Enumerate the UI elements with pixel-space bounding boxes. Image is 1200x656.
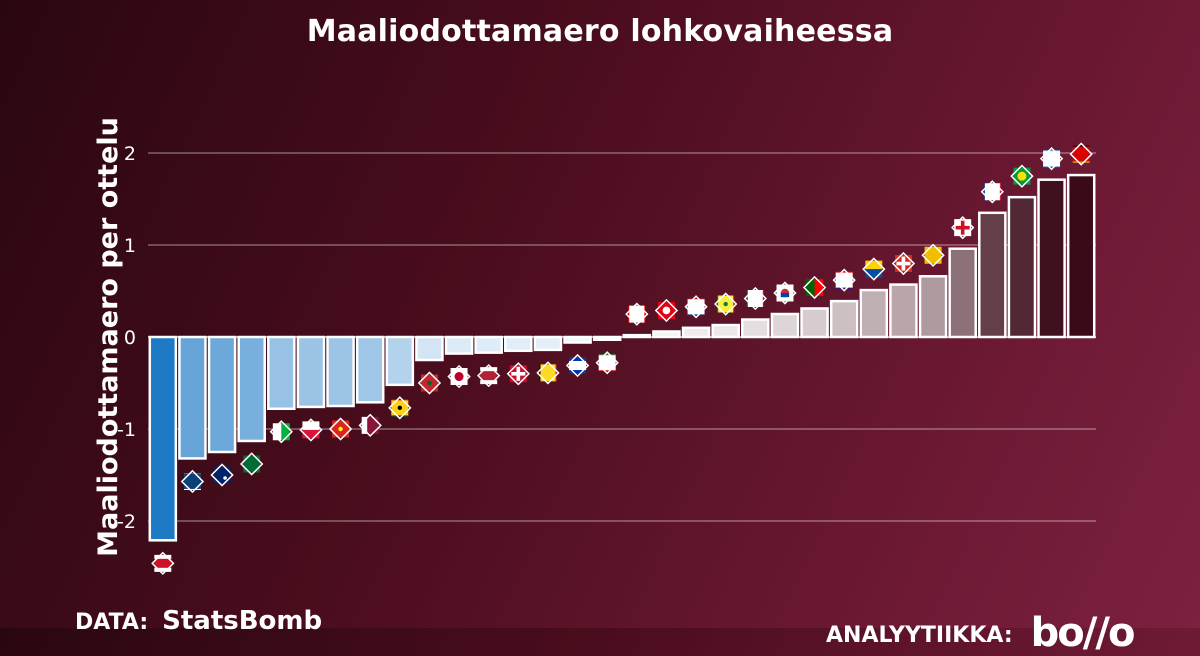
bar-27	[948, 247, 977, 339]
data-source-name: StatsBomb	[162, 606, 323, 636]
analytics-logo: bo//o	[1030, 610, 1136, 656]
bar-2	[207, 335, 237, 454]
flag-senegal-icon	[714, 292, 738, 316]
analytics-credit: ANALYYTIIKKA: bo//o	[826, 606, 1135, 656]
flag-uruguay-icon	[565, 353, 590, 378]
bar-7	[355, 335, 385, 404]
flags	[151, 142, 1093, 575]
bar-10	[444, 335, 474, 355]
bars	[148, 173, 1096, 542]
bar-30	[1037, 178, 1066, 339]
flag-tunisia-icon	[654, 298, 679, 323]
chart: -2 -1 0 1 2 Maaliodottamaero per ottelu	[93, 117, 1096, 575]
flag-germany-icon	[1069, 142, 1093, 166]
flag-usa-icon	[477, 363, 501, 388]
bar-24	[859, 288, 889, 339]
bar-3	[237, 335, 266, 443]
bar-16	[622, 333, 652, 339]
data-source: DATA: StatsBomb	[75, 606, 322, 636]
bar-1	[178, 335, 207, 460]
bar-8	[385, 335, 415, 387]
bar-31	[1066, 173, 1096, 339]
bar-22	[800, 307, 829, 339]
flag-france-icon	[980, 180, 1004, 204]
flag-japan-icon	[447, 364, 471, 389]
bar-0	[148, 335, 178, 542]
flag-poland-icon	[299, 418, 323, 442]
bar-26	[918, 275, 948, 339]
bar-19	[711, 323, 740, 339]
flag-denmark-icon	[506, 362, 530, 386]
flag-morocco-icon	[417, 371, 442, 395]
flag-vietnam-icon	[328, 417, 353, 441]
flag-netherlands-icon	[684, 295, 708, 319]
data-source-label: DATA:	[75, 610, 149, 635]
bar-11	[474, 335, 503, 354]
flag-mexico-icon	[743, 286, 767, 311]
bar-13	[533, 335, 563, 352]
flag-argentina-icon	[1039, 147, 1064, 171]
bar-18	[681, 326, 711, 339]
flag-costa-rica-icon	[151, 551, 175, 575]
bar-15	[592, 335, 622, 342]
bar-12	[504, 335, 533, 353]
bar-25	[889, 283, 918, 339]
bar-17	[652, 330, 681, 339]
flag-brazil-icon	[1010, 164, 1034, 188]
bar-29	[1007, 195, 1037, 339]
flag-ghana-icon	[388, 396, 412, 420]
bar-21	[770, 312, 800, 339]
flag-saudi-arabia-icon	[240, 452, 264, 476]
flag-switzerland-icon	[891, 251, 916, 276]
y-tick-label: 0	[124, 327, 136, 349]
flag-belgium-icon	[536, 361, 560, 385]
flag-south-korea-icon	[773, 281, 797, 305]
flag-england-icon	[951, 216, 975, 240]
flag-croatia-icon	[832, 268, 856, 292]
bar-14	[563, 335, 592, 344]
bar-9	[415, 335, 444, 362]
chart-title: Maaliodottamaero lohkovaiheessa	[306, 14, 894, 49]
y-tick-label: 1	[124, 235, 136, 257]
flag-australia-icon	[210, 463, 234, 487]
y-axis-ticks: -2 -1 0 1 2	[117, 143, 136, 533]
y-tick-label: 2	[124, 143, 136, 165]
analytics-label: ANALYYTIIKKA:	[826, 623, 1013, 648]
y-axis-label: Maaliodottamaero per ottelu	[93, 117, 124, 557]
flag-serbia-icon	[180, 469, 205, 494]
y-tick-label: -2	[117, 511, 136, 533]
flag-canada-icon	[625, 302, 649, 326]
bar-23	[829, 299, 859, 339]
flag-iran-icon	[595, 351, 619, 375]
flag-wales-icon	[269, 420, 293, 444]
y-tick-label: -1	[117, 419, 136, 441]
bar-28	[978, 211, 1007, 339]
flag-ecuador-icon	[862, 257, 886, 281]
bar-5	[296, 335, 326, 409]
bar-4	[267, 335, 296, 411]
bar-20	[741, 318, 770, 339]
flag-qatar-icon	[358, 413, 382, 437]
flag-portugal-icon	[802, 275, 827, 300]
bar-6	[326, 335, 355, 408]
flag-spain-icon	[921, 243, 945, 267]
